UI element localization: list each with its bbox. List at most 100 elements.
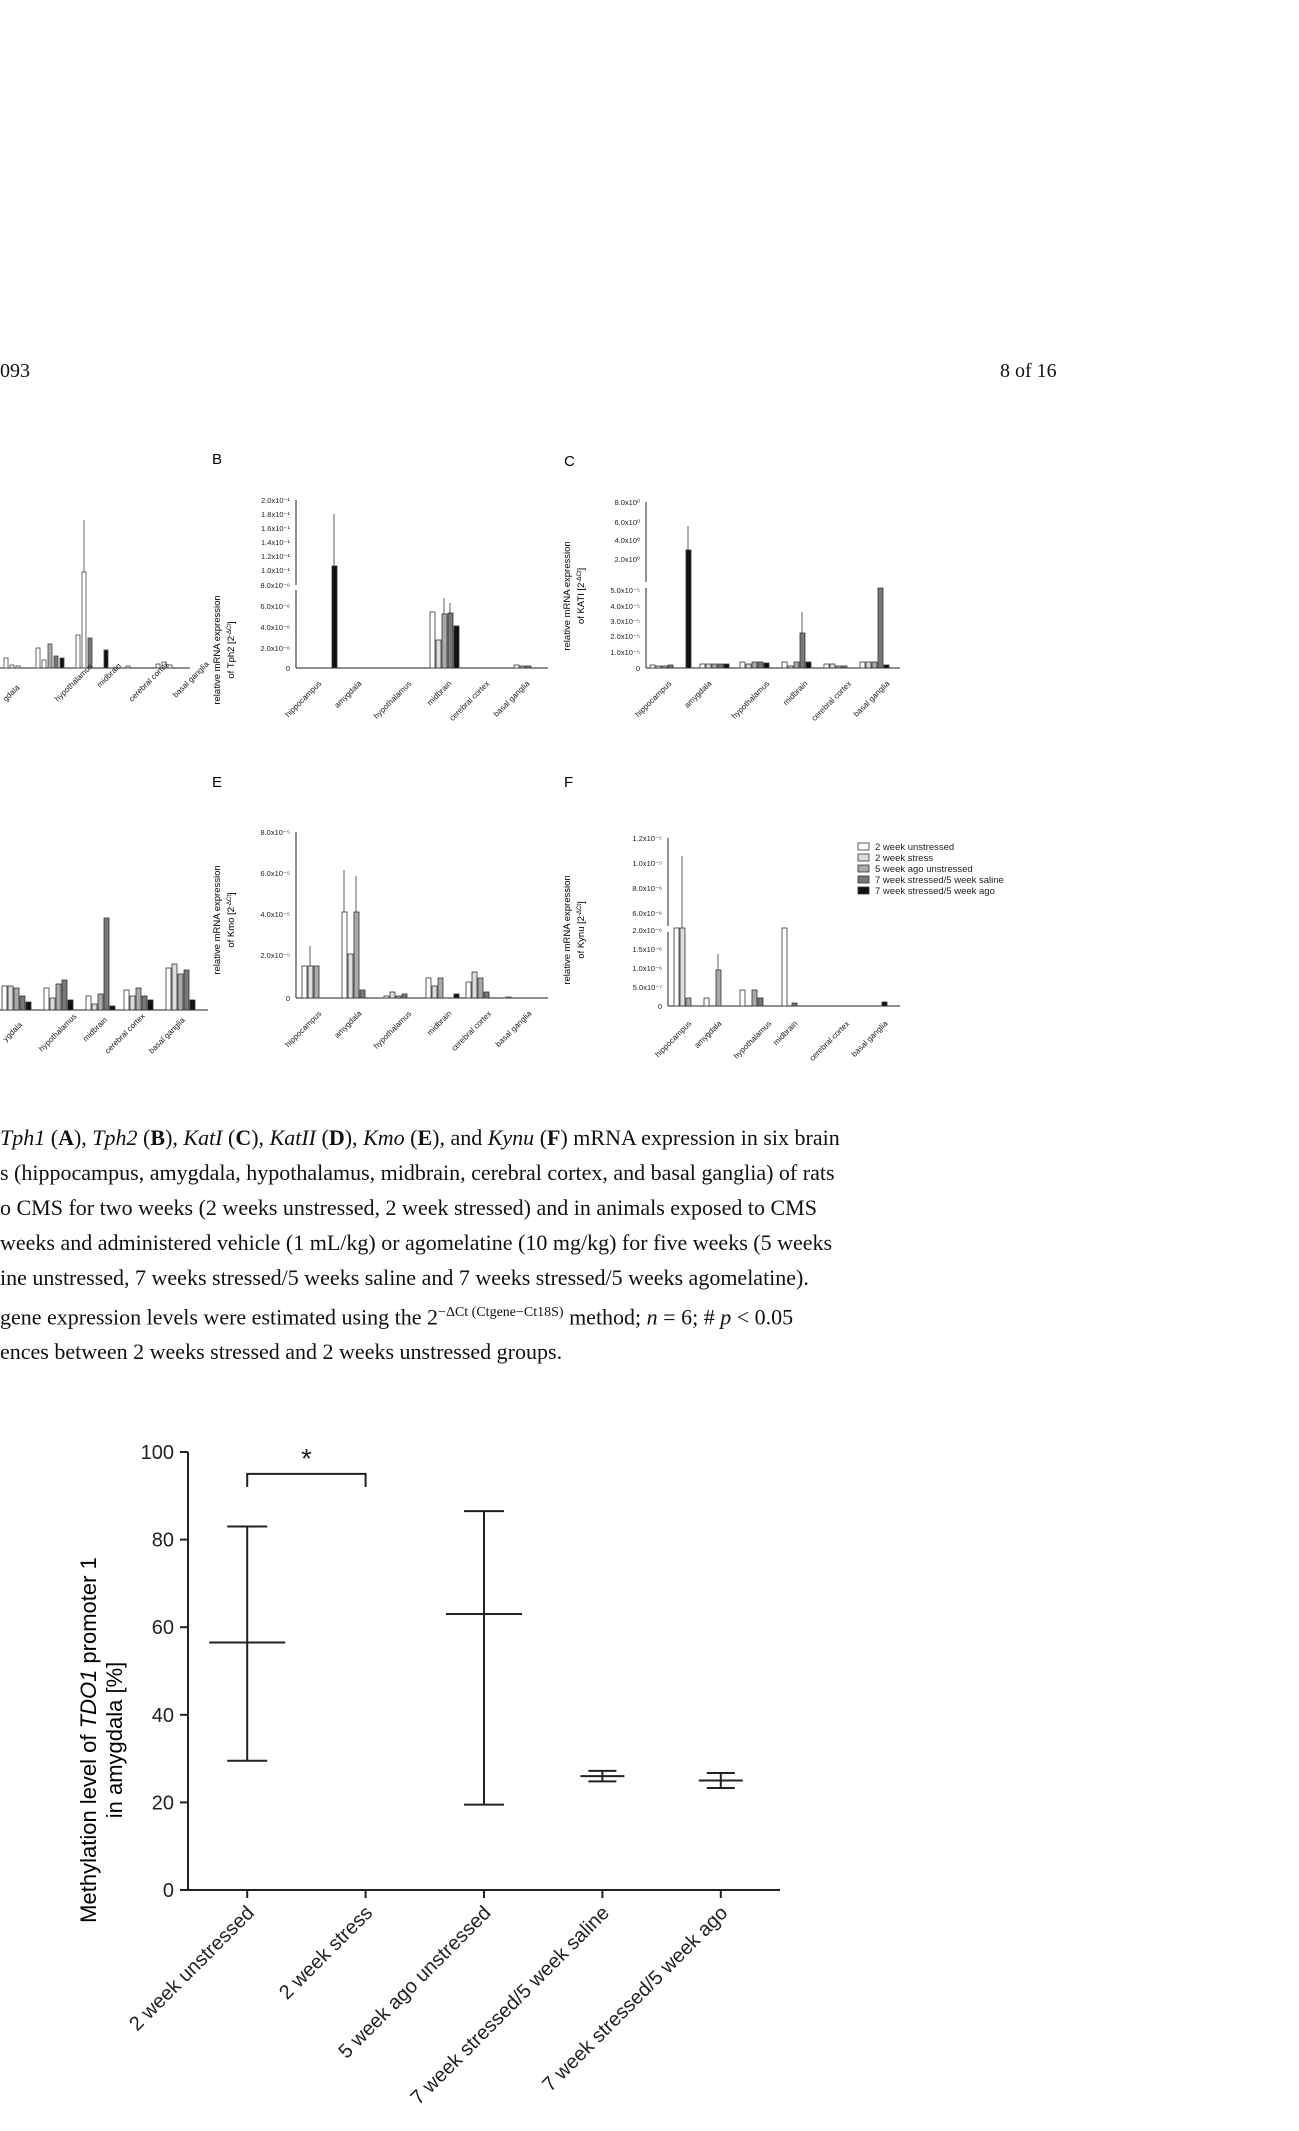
bar — [679, 927, 686, 1007]
bar — [649, 664, 656, 669]
bar — [189, 999, 196, 1011]
tick-label: 2.0x10⁻⁶ — [260, 644, 290, 653]
category-label: midbrain — [425, 1009, 453, 1037]
bar — [763, 662, 770, 669]
bar — [723, 663, 730, 669]
tick-label: 6.0x10⁰ — [614, 518, 640, 527]
bar — [155, 663, 161, 669]
legend-label: 5 week ago unstressed — [875, 864, 973, 875]
bar — [791, 1002, 798, 1007]
tick-label: 4.0x10⁻⁵ — [260, 910, 290, 919]
bar — [787, 665, 794, 669]
tick-label: 5.0x10⁻⁷ — [633, 983, 662, 992]
bar — [167, 664, 173, 669]
bar — [781, 661, 788, 669]
tick-label: 1.0x10⁻⁵ — [610, 648, 640, 657]
bar — [125, 665, 131, 669]
y-axis-label: relative mRNA expression — [562, 875, 573, 984]
bar — [53, 655, 59, 669]
y-axis-label: relative mRNA expression — [212, 595, 223, 704]
panel-c: C relative mRNA expression of KATI [2-ΔC… — [562, 453, 900, 723]
bar — [525, 665, 532, 669]
bar — [667, 664, 674, 669]
bar — [431, 985, 438, 999]
caption-line: weeks and administered vehicle (1 mL/kg)… — [0, 1230, 833, 1255]
tick-label: 4.0x10⁰ — [614, 536, 640, 545]
bar — [81, 571, 87, 669]
bar — [301, 965, 308, 999]
legend-swatch — [857, 864, 870, 873]
bar — [171, 963, 178, 1011]
bar — [341, 911, 348, 999]
bar — [883, 664, 890, 669]
bar — [389, 991, 396, 999]
y-axis-label: of Tph2 [2-ΔCt] — [226, 621, 237, 678]
caption-line: ences between 2 weeks stressed and 2 wee… — [0, 1339, 563, 1365]
bar — [757, 661, 764, 669]
bar — [477, 977, 484, 999]
category-label: hippocampus — [653, 1019, 693, 1059]
page-header-left: 093 — [0, 360, 30, 382]
category-label: cerebral cortex — [810, 679, 854, 723]
category-label: midbrain — [771, 1019, 799, 1047]
bar — [165, 967, 172, 1011]
bar — [19, 995, 26, 1011]
bar — [141, 995, 148, 1011]
figure-caption: Tph1 (A), Tph2 (B), KatI (C), KatII (D),… — [0, 1120, 1020, 1369]
category-label: cerebral cortex — [103, 1012, 147, 1056]
caption-line: gene expression levels were estimated us… — [0, 1304, 794, 1330]
category-label: hypothalamus — [372, 1009, 414, 1051]
bar — [703, 997, 710, 1007]
bar — [673, 927, 680, 1007]
bar — [685, 997, 692, 1007]
bar — [823, 663, 830, 669]
bar — [129, 995, 136, 1011]
bar — [49, 997, 56, 1011]
bar — [67, 999, 74, 1011]
tick-label: 0 — [636, 664, 640, 673]
category-label: cerebral cortex — [808, 1019, 852, 1063]
tick-label: 1.2x10⁻¹ — [261, 552, 290, 561]
legend: 2 week unstressed 2 week stress 5 week a… — [857, 842, 1004, 897]
category-label: gdala — [1, 683, 22, 704]
bar — [871, 661, 878, 669]
bar — [799, 632, 806, 669]
bar — [91, 1003, 98, 1011]
y-tick-label: 0 — [163, 1880, 174, 1902]
category-label: midbrain — [95, 661, 123, 689]
y-axis-label: Methylation level of TDO1 promoter 1 — [76, 1557, 101, 1923]
tick-label: 4.0x10⁻⁵ — [610, 602, 640, 611]
tick-label: 6.0x10⁻⁵ — [260, 869, 290, 878]
methylation-chart: Methylation level of TDO1 promoter 1 in … — [76, 1442, 780, 2109]
tick-label: 0 — [658, 1002, 662, 1011]
tick-label: 1.0x10⁻⁵ — [632, 859, 662, 868]
category-label: basal ganglia — [850, 1019, 890, 1059]
bar — [103, 649, 109, 669]
caption-line: ine unstressed, 7 weeks stressed/5 weeks… — [0, 1265, 809, 1290]
bar — [47, 643, 53, 669]
panel-f: F relative mRNA expression of Kynu [2-ΔC… — [562, 774, 900, 1063]
bar — [437, 977, 444, 999]
category-label: amygdala — [333, 1009, 364, 1040]
bar — [177, 973, 184, 1011]
bar — [661, 665, 668, 669]
bar — [9, 664, 15, 669]
bar — [505, 996, 512, 999]
bar — [1, 985, 8, 1011]
bar — [435, 639, 442, 669]
bar — [425, 977, 432, 999]
category-label: basal ganglia — [492, 679, 532, 719]
y-tick-label: 80 — [152, 1530, 174, 1552]
tick-label: 1.2x10⁻⁵ — [632, 834, 662, 843]
panel-letter-e: E — [212, 774, 222, 791]
category-label: midbrain — [81, 1015, 109, 1043]
bar — [59, 657, 65, 669]
bar — [43, 987, 50, 1011]
category-label: hippocampus — [633, 679, 673, 719]
bar — [97, 993, 104, 1011]
category-label: hypothalamus — [37, 1012, 79, 1054]
bar — [453, 993, 460, 999]
category-label: basal ganglia — [147, 1015, 187, 1055]
tick-label: 1.5x10⁻⁶ — [632, 945, 662, 954]
tick-label: 1.0x10⁻¹ — [261, 566, 290, 575]
